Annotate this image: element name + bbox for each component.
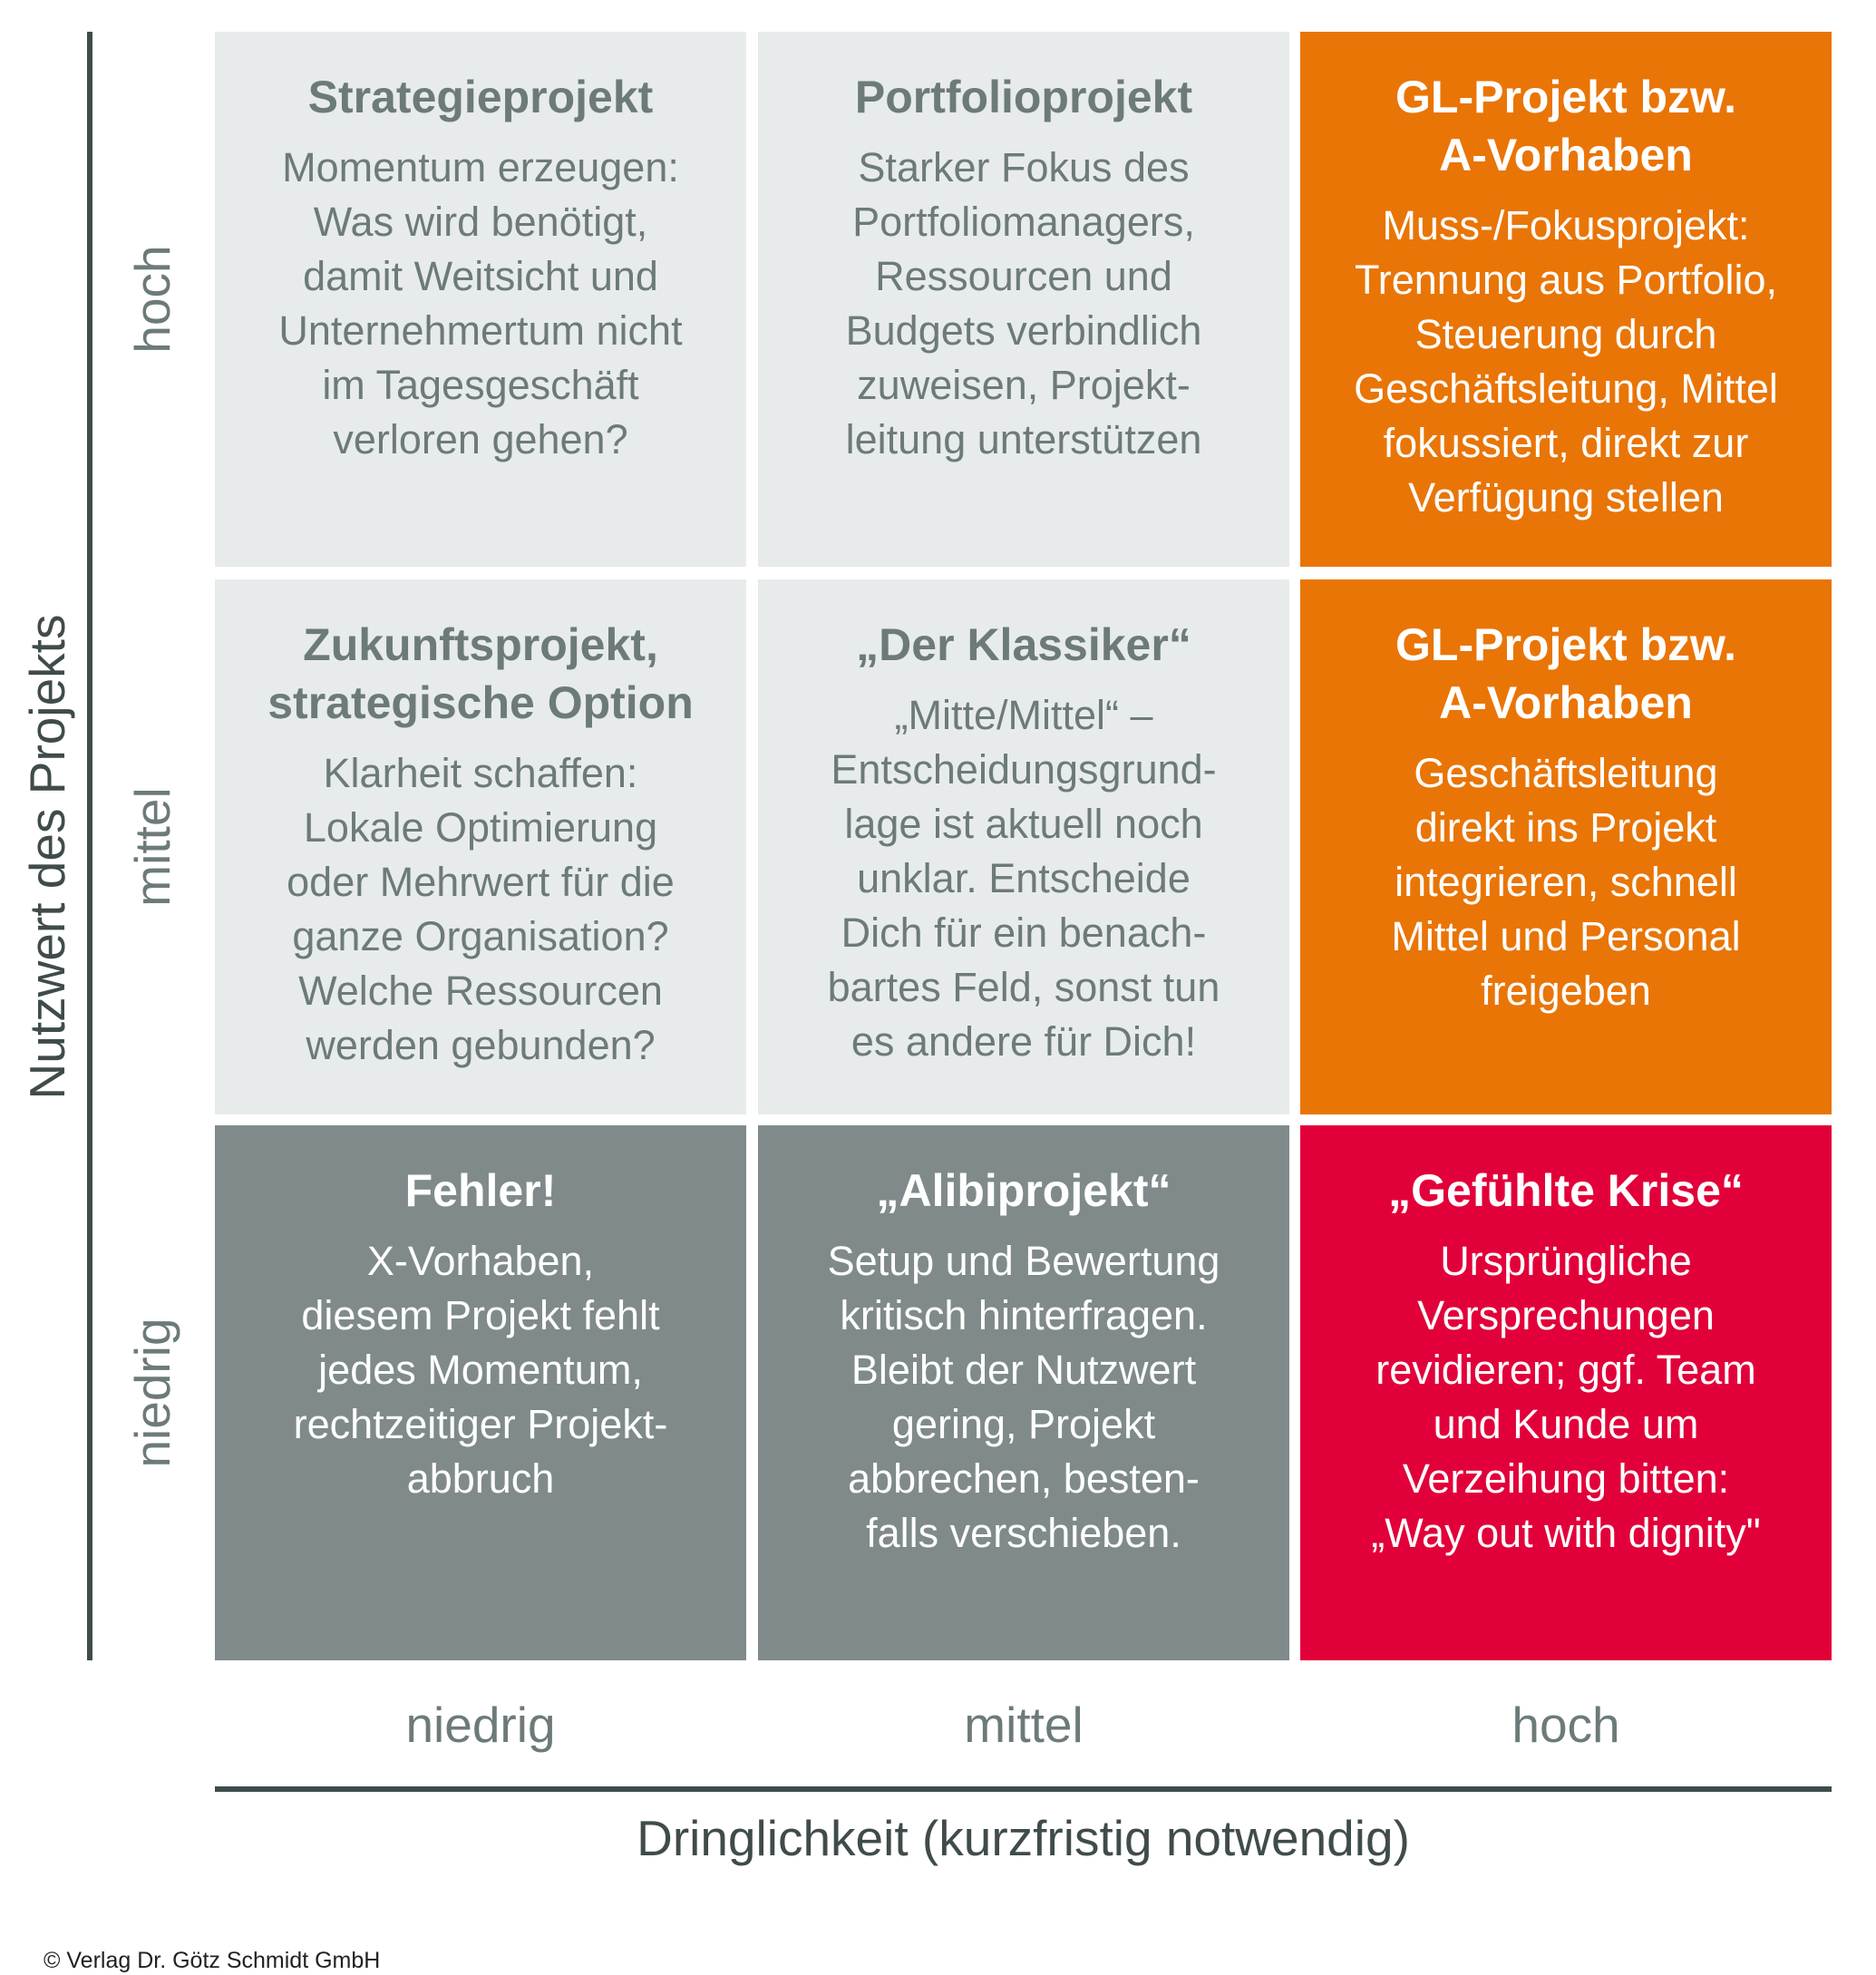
cell-zukunftsprojekt: Zukunftsprojekt, strategische Option Klar…	[215, 579, 746, 1114]
x-level-niedrig: niedrig	[405, 1697, 556, 1753]
cell-title: „Der Klassiker“	[856, 619, 1191, 670]
y-level-label: mittel	[124, 787, 180, 907]
cell-gl-projekt-mid: GL-Projekt bzw. A-Vorhaben Geschäftsleitu…	[1300, 579, 1832, 1114]
cell-fehler: Fehler! X-Vorhaben, diesem Projekt fehlt …	[215, 1125, 746, 1660]
y-axis-line	[87, 32, 92, 1660]
cell-klassiker: „Der Klassiker“ „Mitte/Mittel“ – Entschei…	[758, 579, 1289, 1114]
y-level-label: niedrig	[124, 1318, 180, 1468]
cell-body: Starker Fokus des Portfoliomanagers, Res…	[845, 144, 1202, 462]
cell-title: Zukunftsprojekt, strategische Option	[267, 619, 694, 728]
cell-title: „Gefühlte Krise“	[1388, 1165, 1744, 1216]
cell-title: GL-Projekt bzw. A-Vorhaben	[1395, 72, 1736, 180]
x-level-mittel: mittel	[964, 1697, 1084, 1753]
cell-gl-projekt-high: GL-Projekt bzw. A-Vorhaben Muss-/Fokuspro…	[1300, 32, 1832, 567]
cell-alibiprojekt: „Alibiprojekt“ Setup und Bewertung kritis…	[758, 1125, 1289, 1660]
x-axis-title: Dringlichkeit (kurzfristig notwendig)	[637, 1810, 1410, 1866]
cell-body: Momentum erzeugen: Was wird benötigt, da…	[278, 144, 683, 462]
copyright-notice: © Verlag Dr. Götz Schmidt GmbH	[44, 1948, 381, 1973]
cell-body: Klarheit schaffen: Lokale Optimierung od…	[287, 750, 675, 1068]
cell-body: Setup und Bewertung kritisch hinterfrage…	[827, 1238, 1220, 1556]
cell-gefuehlte-krise: „Gefühlte Krise“ Ursprüngliche Versprechu…	[1300, 1125, 1832, 1660]
y-axis-title-text: Nutzwert des Projekts	[19, 614, 75, 1100]
cell-body: „Mitte/Mittel“ – Entscheidungsgrund- lag…	[827, 692, 1220, 1065]
cell-title: Fehler!	[404, 1165, 557, 1216]
x-axis-line	[215, 1786, 1832, 1792]
x-level-hoch: hoch	[1511, 1697, 1620, 1753]
cell-title: „Alibiprojekt“	[876, 1165, 1171, 1216]
cell-portfolioprojekt: Portfolioprojekt Starker Fokus des Portfo…	[758, 32, 1289, 567]
cell-title: Portfolioprojekt	[854, 72, 1193, 122]
cell-strategieprojekt: Strategieprojekt Momentum erzeugen: Was w…	[215, 32, 746, 567]
cell-body: X-Vorhaben, diesem Projekt fehlt jedes M…	[293, 1238, 668, 1502]
cell-body: Ursprüngliche Versprechungen revidieren;…	[1371, 1238, 1761, 1556]
cell-body: Muss-/Fokusprojekt: Trennung aus Portfol…	[1354, 202, 1778, 521]
cell-title: GL-Projekt bzw. A-Vorhaben	[1395, 619, 1736, 728]
cell-body: Geschäftsleitung direkt ins Projekt inte…	[1391, 750, 1741, 1014]
y-level-label: hoch	[124, 245, 180, 354]
cell-title: Strategieprojekt	[307, 72, 654, 122]
